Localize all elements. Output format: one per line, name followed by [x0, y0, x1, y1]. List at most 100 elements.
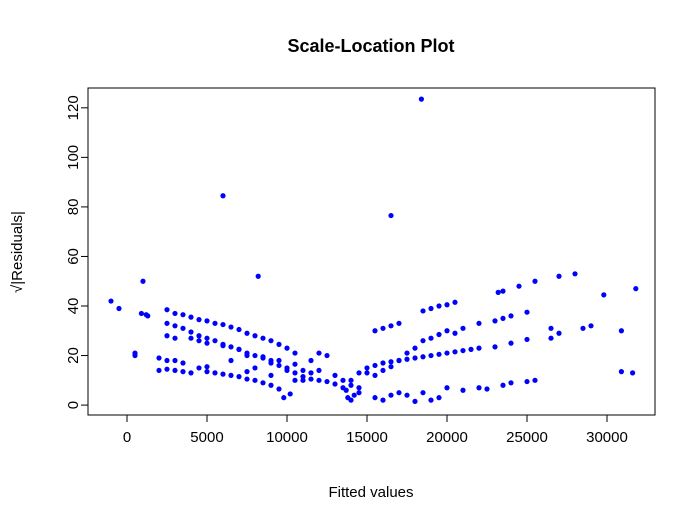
point	[460, 325, 466, 331]
point	[500, 315, 506, 321]
point	[356, 385, 362, 391]
point	[492, 344, 498, 350]
point	[220, 321, 226, 328]
point	[196, 333, 202, 339]
point	[348, 382, 354, 388]
point	[388, 212, 394, 219]
point	[292, 350, 298, 356]
point	[156, 355, 162, 361]
point	[132, 352, 138, 359]
y-tick-label: 80	[65, 199, 82, 216]
point	[284, 345, 290, 351]
point	[300, 377, 306, 383]
point	[508, 340, 514, 346]
point	[396, 390, 402, 396]
point	[500, 288, 506, 294]
point	[236, 326, 242, 333]
point	[204, 318, 210, 324]
point	[268, 357, 274, 364]
point	[108, 298, 114, 304]
point	[460, 387, 466, 393]
x-tick-label: 5000	[190, 429, 223, 446]
point	[172, 335, 178, 341]
point	[618, 328, 624, 334]
point	[492, 318, 498, 324]
x-axis-label: Fitted values	[328, 484, 413, 501]
point	[255, 273, 261, 279]
point	[364, 365, 370, 371]
point	[372, 328, 378, 334]
point	[629, 370, 636, 376]
point	[380, 360, 386, 366]
point	[212, 370, 218, 376]
point	[418, 96, 424, 102]
point	[212, 338, 218, 344]
point	[188, 370, 194, 376]
y-tick-label: 40	[65, 298, 82, 315]
point	[188, 329, 194, 335]
point	[292, 370, 298, 376]
y-axis-label: √|Residuals|	[9, 211, 26, 293]
point	[220, 193, 226, 199]
point	[476, 345, 482, 351]
point	[380, 325, 386, 331]
point	[284, 367, 290, 374]
point	[404, 392, 410, 398]
point	[172, 310, 178, 317]
point	[316, 350, 322, 356]
point	[508, 380, 514, 386]
point	[444, 328, 450, 334]
point	[308, 357, 314, 364]
point	[220, 343, 226, 349]
x-tick-label: 30000	[586, 429, 628, 446]
point	[332, 372, 338, 378]
point	[172, 357, 178, 364]
point	[268, 338, 274, 344]
point	[524, 309, 530, 315]
point	[556, 330, 562, 336]
point	[164, 357, 170, 364]
point	[436, 351, 442, 357]
point	[524, 378, 530, 385]
point	[444, 385, 450, 391]
point	[244, 376, 250, 382]
point	[412, 345, 418, 351]
chart-title: Scale-Location Plot	[287, 36, 454, 56]
point	[356, 370, 362, 376]
point	[292, 361, 298, 367]
point	[500, 382, 506, 388]
point	[220, 371, 226, 377]
point	[532, 278, 538, 284]
y-tick-label: 20	[65, 347, 82, 364]
point	[228, 344, 234, 350]
x-tick-label: 20000	[426, 429, 468, 446]
point	[180, 312, 186, 318]
point	[268, 382, 274, 388]
point	[188, 314, 194, 320]
point	[580, 325, 586, 331]
plot-box	[87, 87, 656, 416]
point	[396, 357, 402, 364]
point	[324, 378, 330, 385]
point	[372, 362, 378, 369]
point	[601, 292, 607, 298]
point	[316, 377, 322, 383]
point	[532, 377, 538, 383]
point	[460, 347, 466, 354]
point	[204, 335, 210, 341]
point	[380, 367, 386, 374]
point	[244, 369, 250, 375]
point	[524, 336, 530, 343]
point	[196, 317, 202, 323]
point	[281, 395, 287, 401]
point	[444, 302, 450, 308]
point	[468, 346, 474, 352]
point	[420, 338, 426, 344]
point	[164, 333, 170, 339]
point	[372, 395, 378, 401]
point	[340, 377, 346, 383]
point	[404, 350, 410, 356]
point	[252, 333, 258, 339]
y-tick-label: 0	[65, 401, 82, 409]
